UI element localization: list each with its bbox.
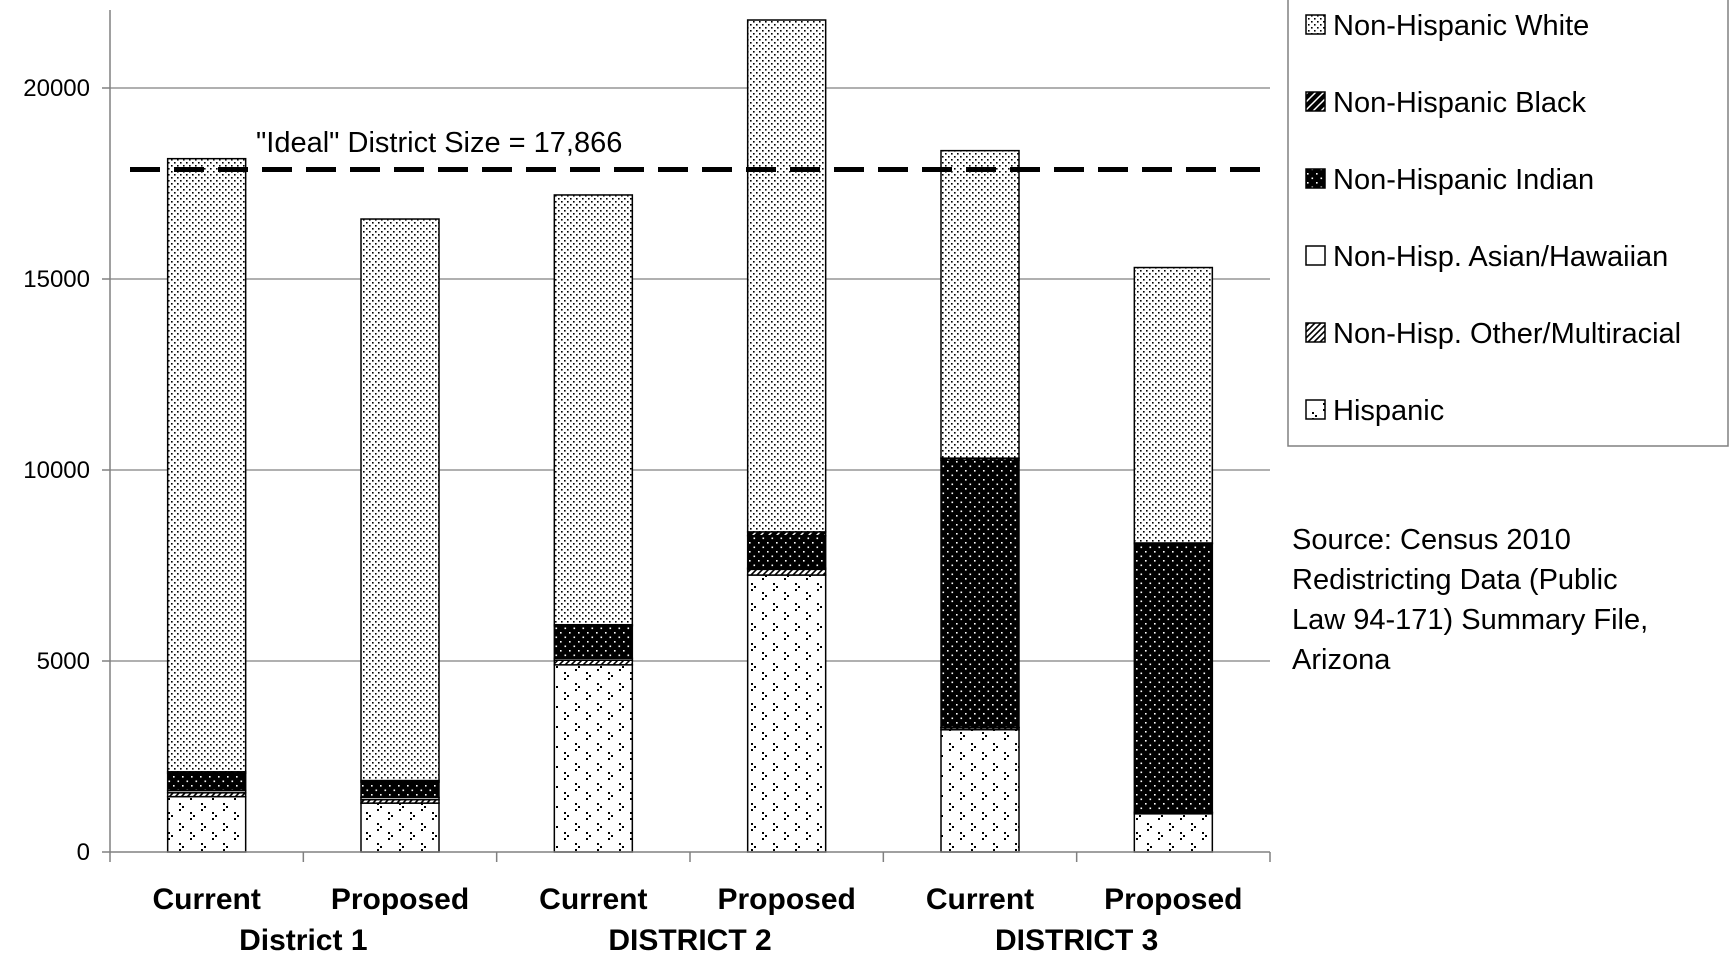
source-note: Source: Census 2010 Redistricting Data (… — [1292, 524, 1648, 676]
source-line-3: Law 94-171) Summary File, — [1292, 604, 1648, 636]
bar-stack — [166, 157, 247, 853]
y-tick-label: 10000 — [23, 457, 90, 484]
bar-segment-indian — [166, 772, 247, 792]
legend-box — [1287, 0, 1729, 447]
legend-label: Non-Hisp. Asian/Hawaiian — [1333, 241, 1668, 273]
bar-stack — [360, 218, 440, 853]
legend-label: Non-Hispanic Black — [1333, 87, 1587, 119]
legend-label: Hispanic — [1333, 395, 1444, 427]
legend-swatch-white — [1305, 14, 1326, 35]
x-axis-ticks — [109, 852, 1271, 862]
bar-segment-indian — [360, 781, 440, 799]
group-labels: District 1 DISTRICT 2 DISTRICT 3 — [239, 924, 1158, 957]
group-label: DISTRICT 2 — [608, 924, 771, 957]
y-tick-label: 0 — [77, 839, 90, 866]
bar-stack — [553, 194, 634, 853]
bar-segment-hispanic — [746, 574, 827, 853]
legend-swatch-asian — [1305, 245, 1326, 266]
bar-segment-hispanic — [360, 802, 440, 853]
y-tick-label: 20000 — [23, 75, 90, 102]
bar-segment-white — [553, 194, 634, 626]
bar-segment-indian — [1133, 542, 1214, 814]
source-line-1: Source: Census 2010 — [1292, 524, 1571, 556]
bar-stack — [1133, 266, 1214, 853]
bar-stack — [746, 19, 827, 853]
category-label: Proposed — [331, 883, 469, 916]
bar-segment-hispanic — [940, 729, 1020, 853]
group-label: DISTRICT 3 — [995, 924, 1158, 957]
y-axis-ticks: 0 5000 10000 15000 20000 — [23, 75, 110, 866]
category-label: Current — [926, 883, 1034, 916]
legend-label: Non-Hisp. Other/Multiracial — [1333, 318, 1681, 350]
bar-segment-indian — [940, 459, 1020, 729]
gridlines — [110, 87, 1270, 662]
legend-swatch-black — [1305, 91, 1326, 112]
legend-label: Non-Hispanic Indian — [1333, 164, 1594, 196]
bar-stack-area — [166, 19, 1214, 853]
bar-segment-hispanic — [1133, 813, 1214, 853]
bar-segment-hispanic — [553, 664, 634, 853]
category-label: Current — [539, 883, 647, 916]
category-labels: Current Proposed Current Proposed Current Pro… — [152, 883, 1242, 916]
category-label: Current — [152, 883, 260, 916]
ideal-size-annotation: "Ideal" District Size = 17,866 — [256, 127, 622, 159]
bar-segment-white — [1133, 266, 1214, 544]
source-line-2: Redistricting Data (Public — [1292, 564, 1618, 596]
bar-stack — [940, 149, 1020, 853]
bar-segment-white — [360, 218, 440, 782]
legend-swatch-hispanic — [1305, 399, 1326, 420]
legend: Non-Hispanic White Non-Hispanic Black Non-… — [1287, 0, 1729, 447]
category-label: Proposed — [1104, 883, 1242, 916]
legend-label: Non-Hispanic White — [1333, 10, 1589, 42]
group-label: District 1 — [239, 924, 367, 957]
bar-segment-white — [166, 157, 247, 773]
bar-segment-hispanic — [166, 795, 247, 853]
y-tick-label: 15000 — [23, 266, 90, 293]
bar-segment-white — [746, 19, 827, 533]
bar-segment-other — [746, 568, 827, 576]
category-label: Proposed — [717, 883, 855, 916]
y-tick-label: 5000 — [37, 648, 90, 675]
legend-swatch-other — [1305, 322, 1326, 343]
bar-segment-indian — [746, 534, 827, 569]
bar-segment-white — [940, 149, 1020, 459]
bar-segment-indian — [553, 625, 634, 660]
source-line-4: Arizona — [1292, 644, 1391, 676]
legend-swatch-indian — [1305, 168, 1326, 189]
